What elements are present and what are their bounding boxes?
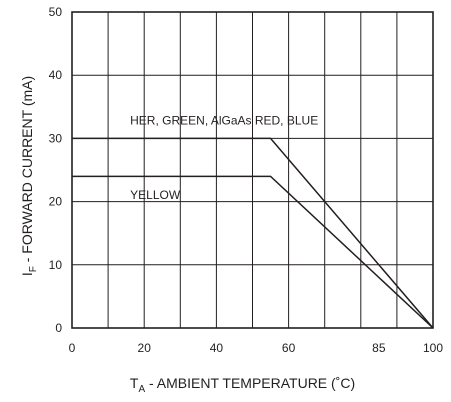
series-label-2: YELLOW — [130, 188, 181, 202]
x-axis-title-symbol: T — [130, 375, 139, 391]
y-tick-label: 0 — [55, 321, 62, 335]
grid-lines — [72, 12, 433, 328]
x-tick-label: 85 — [372, 341, 386, 355]
y-axis-title-subscript: F — [28, 266, 39, 272]
x-tick-label: 0 — [69, 341, 76, 355]
x-axis-title-text: - AMBIENT TEMPERATURE (˚C) — [145, 375, 355, 391]
x-tick-labels: 0 20 40 60 85 100 — [69, 341, 444, 355]
x-tick-label: 40 — [210, 341, 224, 355]
y-tick-label: 10 — [49, 258, 63, 272]
y-tick-label: 30 — [49, 131, 63, 145]
y-tick-label: 50 — [49, 5, 63, 19]
series-line-2 — [72, 175, 434, 329]
y-axis-title-symbol: I — [19, 272, 35, 276]
y-axis-title: IF - FORWARD CURRENT (mA) — [19, 76, 39, 276]
x-axis-title: TA - AMBIENT TEMPERATURE (˚C) — [130, 375, 355, 395]
plot-frame — [71, 11, 434, 329]
series-label-1: HER, GREEN, AlGaAs RED, BLUE — [130, 113, 318, 127]
series-line-1 — [72, 137, 434, 329]
series-lines — [72, 137, 434, 329]
x-axis-title-subscript: A — [138, 384, 145, 395]
x-tick-label: 100 — [423, 341, 443, 355]
x-tick-label: 60 — [282, 341, 296, 355]
series-labels: HER, GREEN, AlGaAs RED, BLUE YELLOW — [130, 113, 318, 202]
y-tick-label: 20 — [49, 195, 63, 209]
x-tick-label: 20 — [138, 341, 152, 355]
y-tick-labels: 0 10 20 30 40 50 — [49, 5, 63, 335]
y-axis-title-text: - FORWARD CURRENT (mA) — [19, 76, 35, 266]
y-tick-label: 40 — [49, 68, 63, 82]
